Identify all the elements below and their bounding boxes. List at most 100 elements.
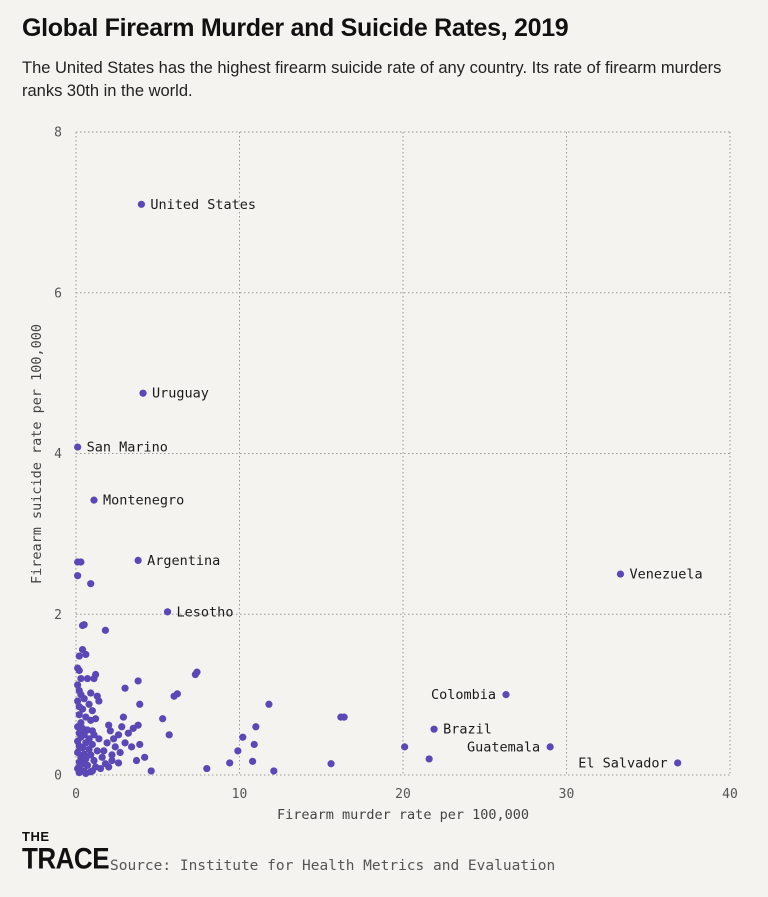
data-point-labeled [163,608,172,616]
data-point [116,748,124,757]
data-point [77,558,85,566]
data-point-labeled [430,725,438,733]
data-point [165,731,173,739]
data-point [90,756,98,765]
y-axis-label: Firearm suicide rate per 100,000 [29,324,45,584]
data-point [119,713,128,721]
data-point [114,759,123,767]
data-point [83,761,92,769]
point-label: Montenegro [103,493,184,509]
data-point [101,626,110,634]
x-axis-label: Firearm murder rate per 100,000 [277,807,529,823]
data-point [127,743,136,751]
data-point [108,756,116,765]
data-point-labeled [74,443,82,451]
data-point [78,744,87,752]
data-point [75,652,83,660]
x-tick-label: 40 [722,787,738,802]
point-label: Guatemala [467,739,540,755]
data-point [101,760,110,768]
point-label: Colombia [431,687,496,703]
axis-ticks: 0 10 20 30 40 0 2 4 6 8 [54,126,738,803]
x-tick-label: 30 [559,787,575,802]
data-point [108,751,116,759]
y-tick-label: 8 [54,126,62,141]
data-point [77,674,85,683]
y-tick-label: 0 [54,769,62,784]
data-point-labeled [90,496,98,504]
data-point [124,729,132,737]
data-point [90,731,98,739]
data-point [141,753,149,761]
data-point [83,674,92,683]
x-tick-label: 10 [232,787,248,802]
data-point-labeled [134,556,142,564]
y-tick-label: 2 [54,608,62,623]
data-point [93,747,101,755]
data-point [425,755,433,763]
data-point [87,580,95,588]
data-point [74,572,82,580]
data-point [401,743,409,751]
data-point [88,767,96,775]
data-point [147,767,155,775]
data-point-labeled [616,570,625,578]
data-points [74,200,682,777]
data-point [98,753,106,761]
data-point [136,700,144,708]
y-tick-label: 4 [54,447,62,462]
grid-lines [75,131,731,776]
data-point [136,740,144,749]
data-point [114,731,123,739]
data-point [110,735,118,743]
data-point [159,715,167,723]
data-point [265,700,273,708]
data-point-labeled [674,759,682,767]
data-point [88,707,96,715]
data-point [226,759,234,767]
data-point [75,711,83,719]
data-point [80,695,88,703]
data-point [121,739,129,747]
data-point [121,684,129,692]
data-point [82,650,90,659]
data-point [75,768,83,777]
data-point [103,739,111,747]
data-point-labeled [502,691,510,699]
data-point [340,713,348,721]
data-point [82,769,90,777]
data-point [234,747,242,755]
data-point [173,690,181,698]
data-point [252,723,260,731]
point-label: San Marino [87,440,168,456]
data-point [87,689,95,697]
data-point-labeled [139,389,147,397]
data-point [85,745,93,753]
source-note: Source: Institute for Health Metrics and… [110,858,556,874]
data-point [100,747,108,755]
data-point [106,727,114,735]
data-point [85,700,93,708]
data-point [134,677,142,685]
data-point [95,697,103,705]
data-point [132,756,141,765]
y-tick-label: 6 [54,286,62,301]
data-point [96,764,105,773]
point-label: Brazil [443,722,492,738]
data-point [74,681,82,689]
data-point [134,721,142,729]
data-point [193,668,201,676]
point-label: Venezuela [629,567,702,583]
data-point-labeled [546,743,554,751]
point-labels: United States Uruguay San Marino Montenegro… [87,197,703,772]
data-point [74,697,82,705]
data-point [87,716,95,724]
chart-subtitle: The United States has the highest firear… [22,59,722,100]
point-label: El Salvador [578,755,667,771]
data-point [248,757,257,765]
data-point [78,705,87,713]
data-point [270,767,278,775]
data-point [250,740,258,749]
data-point [105,721,113,729]
